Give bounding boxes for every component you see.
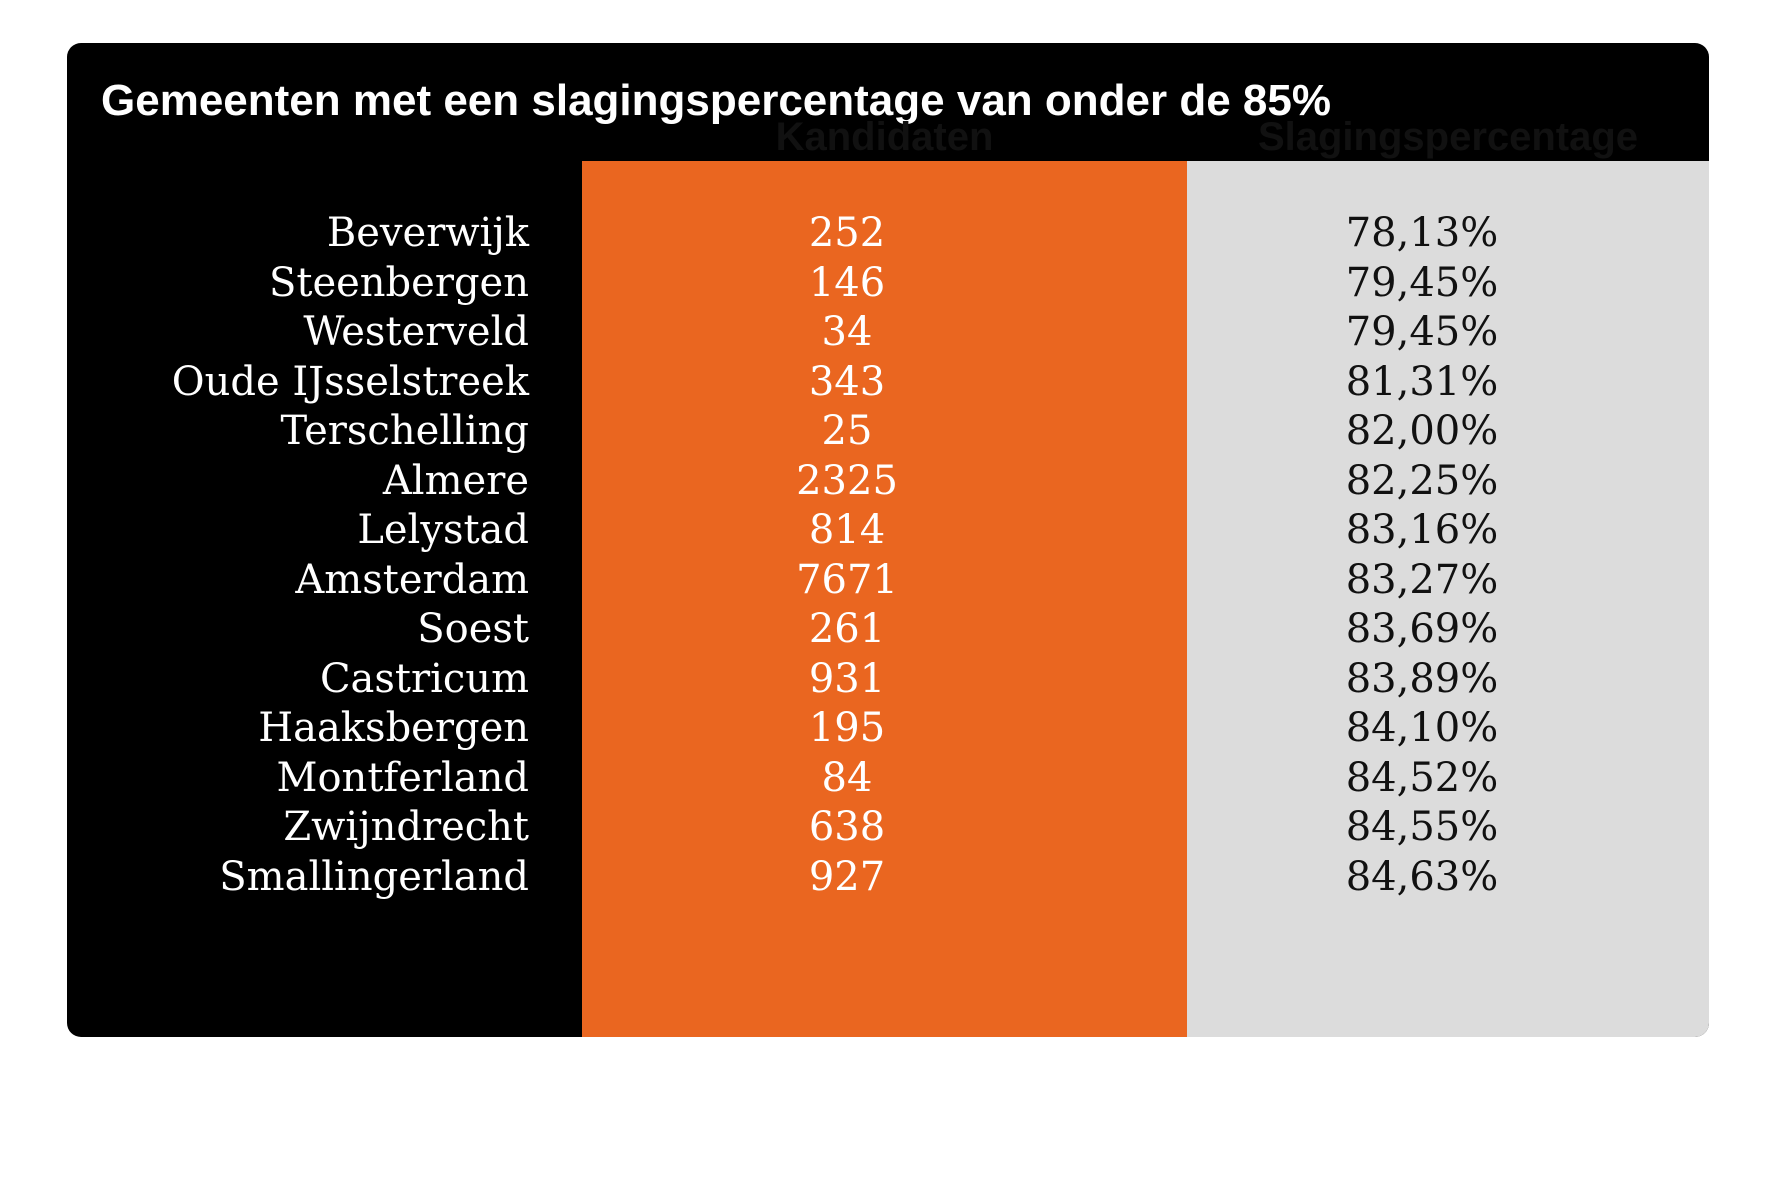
row-kandidaten: 146 [808,259,886,306]
row-percentage: 79,45% [1345,309,1499,355]
row-percentage: 83,89% [1345,655,1499,702]
row-gemeente: Amsterdam [295,556,529,603]
row-percentage: 78,13% [1345,210,1499,256]
row-gemeente: Smallingerland [219,853,529,900]
row-kandidaten: 195 [808,705,886,751]
row-gemeente: Lelystad [357,507,529,553]
row-gemeente: Almere [382,457,529,504]
row-percentage: 79,45% [1345,259,1499,306]
row-percentage: 83,16% [1345,507,1499,553]
row-kandidaten: 638 [808,804,886,850]
row-gemeente: Terschelling [280,408,529,454]
row-kandidaten: 25 [821,408,873,454]
row-gemeente: Zwijndrecht [283,804,529,850]
row-percentage: 83,27% [1345,556,1499,603]
row-percentage: 81,31% [1345,358,1499,405]
row-kandidaten: 7671 [796,556,898,603]
row-percentage: 83,69% [1345,606,1499,652]
row-kandidaten: 814 [808,507,886,553]
row-kandidaten: 261 [808,606,886,652]
table-card: Gemeenten met een slagingspercentage van… [67,43,1709,1037]
row-kandidaten: 34 [821,309,873,355]
row-percentage: 84,52% [1345,754,1499,801]
row-gemeente: Soest [417,606,529,652]
header-slagingspercentage: Slagingspercentage [1257,115,1639,159]
row-gemeente: Steenbergen [268,259,529,306]
header-kandidaten: Kandidaten [775,115,994,159]
row-gemeente: Beverwijk [326,210,529,256]
row-gemeente: Oude IJsselstreek [171,358,529,405]
row-gemeente: Haaksbergen [258,705,529,751]
row-kandidaten: 84 [821,754,873,801]
row-gemeente: Westerveld [303,309,529,355]
kandidaten-column-background [582,161,1187,1037]
row-gemeente: Castricum [319,655,529,702]
row-percentage: 84,63% [1345,853,1499,900]
row-kandidaten: 931 [808,655,886,702]
row-kandidaten: 2325 [796,457,898,504]
table-title: Gemeenten met een slagingspercentage van… [101,76,1331,125]
row-percentage: 82,00% [1345,408,1499,454]
row-percentage: 84,10% [1345,705,1499,751]
row-gemeente: Montferland [276,754,529,801]
row-percentage: 82,25% [1345,457,1499,504]
row-percentage: 84,55% [1345,804,1499,850]
percentage-column-background [1187,161,1709,1037]
row-kandidaten: 927 [808,853,886,900]
row-kandidaten: 343 [808,358,886,405]
row-kandidaten: 252 [808,210,886,256]
